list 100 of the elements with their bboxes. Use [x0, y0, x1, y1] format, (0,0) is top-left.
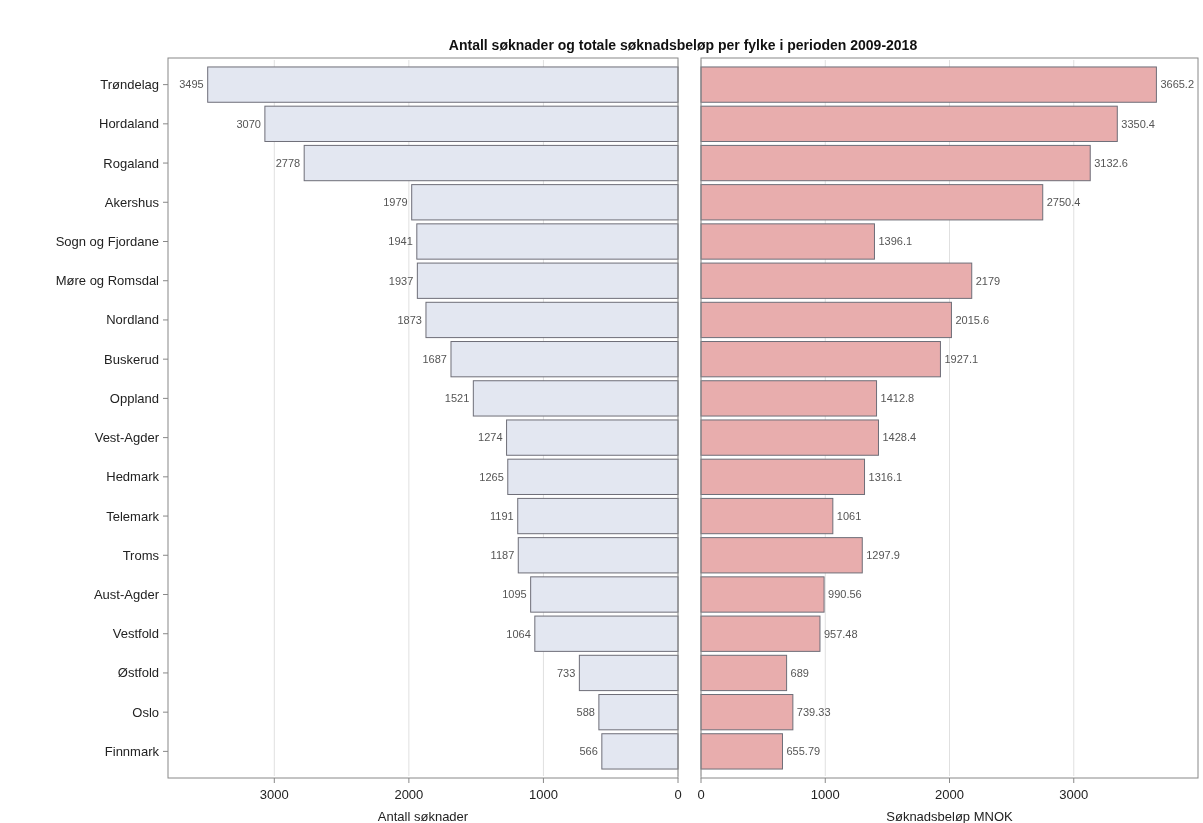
x-tick-label: 1000 — [810, 787, 840, 802]
bar — [517, 537, 679, 574]
x-tick-label: 0 — [697, 787, 705, 802]
y-tick-label: Trøndelag — [100, 77, 159, 93]
x-axis-title: Antall søknader — [377, 809, 469, 823]
bar — [700, 144, 1091, 182]
x-tick-label: 3000 — [259, 787, 289, 802]
y-tick-label: Telemark — [106, 508, 160, 524]
data-label: 1412.8 — [880, 392, 915, 405]
bar — [517, 497, 679, 535]
bar — [700, 733, 783, 770]
bar — [700, 537, 863, 574]
data-label: 689 — [790, 666, 809, 679]
bar — [700, 184, 1044, 221]
data-label: 1873 — [397, 313, 422, 326]
y-tick-label: Oslo — [132, 704, 159, 720]
data-label: 1187 — [490, 549, 515, 562]
bar — [411, 184, 679, 221]
bar — [700, 341, 941, 378]
bar — [700, 223, 875, 260]
data-label: 1937 — [388, 274, 414, 287]
bar — [700, 497, 834, 535]
bar — [416, 223, 679, 260]
data-label: 739.33 — [796, 706, 831, 719]
y-tick-label: Oppland — [109, 390, 159, 406]
y-tick-label: Akershus — [104, 194, 160, 210]
bar — [507, 458, 679, 495]
data-label: 1979 — [383, 196, 408, 209]
data-label: 3350.4 — [1121, 117, 1155, 130]
data-label: 2179 — [975, 274, 1001, 287]
y-tick-label: Finnmark — [104, 743, 160, 759]
data-label: 3495 — [179, 78, 204, 91]
bar — [207, 66, 679, 103]
y-tick-label: Hedmark — [106, 469, 160, 485]
data-label: 655.79 — [786, 745, 821, 758]
bar — [578, 654, 679, 692]
bar — [425, 301, 679, 339]
bar — [416, 262, 679, 299]
y-tick-label: Vestfold — [112, 626, 159, 642]
bar — [530, 576, 679, 613]
x-tick-label: 3000 — [1059, 787, 1089, 802]
y-tick-label: Buskerud — [104, 351, 159, 367]
y-tick-label: Sogn og Fjordane — [55, 234, 159, 250]
bar — [506, 419, 679, 456]
data-label: 733 — [557, 666, 576, 679]
data-label: 1941 — [388, 235, 413, 248]
data-label: 3665.2 — [1160, 78, 1195, 91]
bar — [264, 105, 679, 142]
bar — [700, 694, 794, 731]
data-label: 2778 — [275, 156, 301, 169]
data-label: 1265 — [479, 470, 504, 483]
bar — [700, 458, 866, 495]
bar — [598, 694, 679, 731]
bar — [601, 733, 679, 770]
y-tick-label: Rogaland — [103, 155, 159, 171]
data-label: 957.48 — [823, 627, 858, 640]
chart-title: Antall søknader og totale søknadsbeløp per fylke i perioden 2009-2018 — [448, 37, 918, 53]
y-tick-label: Nordland — [106, 312, 159, 328]
data-label: 3132.6 — [1094, 156, 1128, 169]
data-label: 1687 — [422, 353, 447, 366]
bar — [700, 380, 878, 417]
y-tick-label: Troms — [122, 547, 160, 563]
data-label: 1316.1 — [868, 470, 903, 483]
y-tick-label: Vest-Agder — [94, 430, 160, 446]
bar — [700, 301, 952, 339]
bar — [534, 615, 679, 652]
x-tick-label: 0 — [674, 787, 682, 802]
y-tick-label: Aust-Agder — [93, 587, 160, 603]
data-label: 2750.4 — [1046, 196, 1081, 209]
data-label: 1297.9 — [866, 549, 900, 562]
data-label: 990.56 — [828, 588, 862, 601]
bar — [700, 419, 879, 456]
data-label: 1061 — [836, 509, 862, 522]
x-tick-label: 2000 — [394, 787, 424, 802]
bar — [700, 576, 825, 613]
x-axis-title: Søknadsbeløp MNOK — [886, 809, 1014, 823]
bar — [472, 380, 679, 417]
data-label: 2015.6 — [955, 313, 990, 326]
data-label: 1428.4 — [882, 431, 917, 444]
data-label: 1274 — [478, 431, 503, 444]
y-tick-label: Hordaland — [99, 116, 159, 132]
data-label: 3070 — [236, 117, 261, 130]
y-tick-label: Møre og Romsdal — [55, 273, 160, 289]
data-label: 1064 — [506, 627, 531, 640]
y-tick-label: Østfold — [117, 665, 159, 681]
data-label: 1095 — [502, 588, 527, 601]
bar — [700, 66, 1157, 103]
data-label: 1191 — [490, 509, 514, 522]
bar — [700, 262, 973, 299]
bar — [303, 144, 679, 182]
bar — [700, 654, 788, 692]
data-label: 1396.1 — [878, 235, 913, 248]
bar — [700, 615, 821, 652]
bar — [700, 105, 1118, 142]
x-tick-label: 2000 — [935, 787, 964, 802]
data-label: 1927.1 — [944, 353, 979, 366]
data-label: 566 — [579, 745, 598, 758]
data-label: 1521 — [444, 392, 470, 405]
x-tick-label: 1000 — [528, 787, 558, 802]
bar — [450, 341, 679, 378]
